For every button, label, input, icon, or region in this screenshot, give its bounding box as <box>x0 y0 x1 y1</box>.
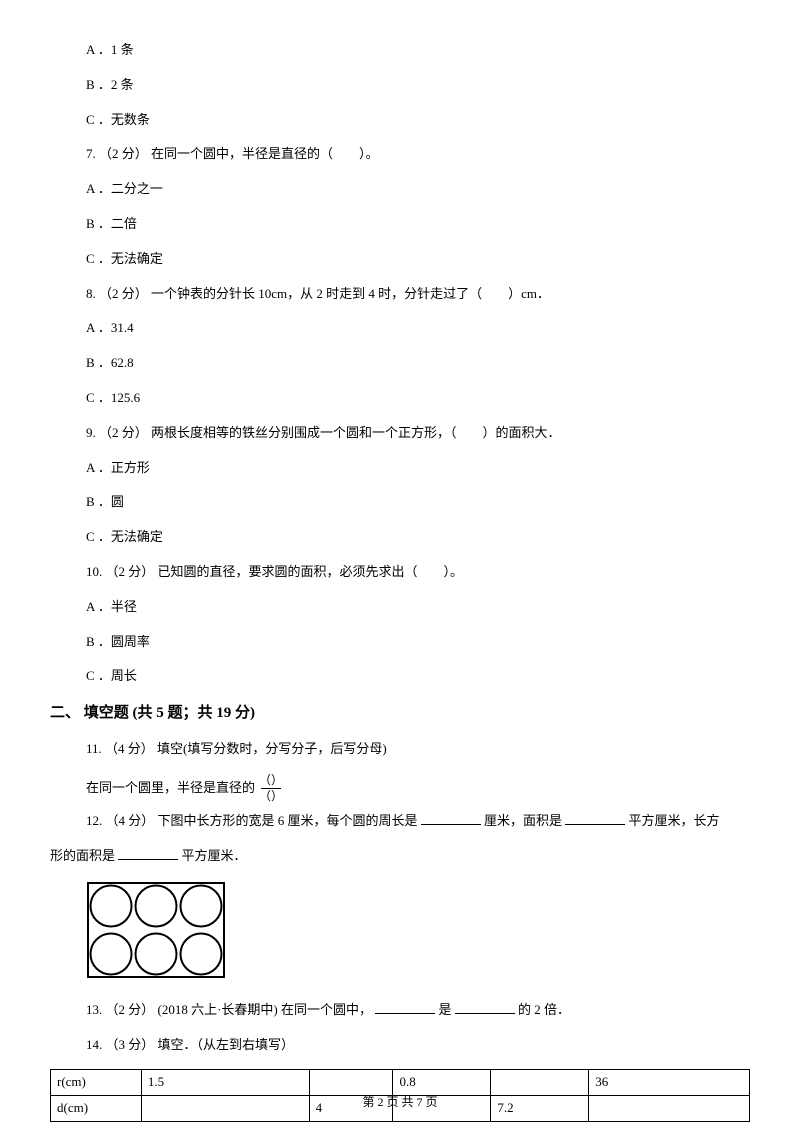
q6-option-b: B ．2 条 <box>86 75 750 96</box>
q12-line2: 形的面积是 平方厘米． <box>50 846 750 867</box>
q13-part3: 的 2 倍． <box>518 1002 570 1017</box>
q10-stem: 10. （2 分） 已知圆的直径，要求圆的面积，必须先求出（ ）。 <box>86 562 750 583</box>
q7-stem: 7. （2 分） 在同一个圆中，半径是直径的（ ）。 <box>86 144 750 165</box>
q10-option-a: A ．半径 <box>86 597 750 618</box>
cell-r5: 36 <box>589 1070 750 1096</box>
q6-option-c: C ．无数条 <box>86 110 750 131</box>
q12-part3: 平方厘米，长方 <box>629 813 720 828</box>
q14-stem: 14. （3 分） 填空．（从左到右填写） <box>86 1035 750 1056</box>
circles-figure <box>86 881 750 986</box>
q11-stem: 11. （4 分） 填空(填写分数时，分写分子，后写分母) <box>86 739 750 760</box>
q12-part4: 形的面积是 <box>50 848 115 863</box>
fraction-denominator: （） <box>259 790 283 803</box>
q13-part1: 13. （2 分） (2018 六上·长春期中) 在同一个圆中， <box>86 1002 372 1017</box>
table-row: r(cm) 1.5 0.8 36 <box>51 1070 750 1096</box>
q9-option-b: B ．圆 <box>86 492 750 513</box>
cell-r4 <box>491 1070 589 1096</box>
q12-line1: 12. （4 分） 下图中长方形的宽是 6 厘米，每个圆的周长是 厘米，面积是 … <box>86 811 750 832</box>
section-2-content: 11. （4 分） 填空(填写分数时，分写分子，后写分母) 在同一个圆里，半径是… <box>50 739 750 1055</box>
cell-r2 <box>309 1070 393 1096</box>
q6-option-a: A ．1 条 <box>86 40 750 61</box>
q8-option-c: C ．125.6 <box>86 388 750 409</box>
q12-part1: 12. （4 分） 下图中长方形的宽是 6 厘米，每个圆的周长是 <box>86 813 418 828</box>
q10-option-c: C ．周长 <box>86 666 750 687</box>
q10-option-b: B ．圆周率 <box>86 632 750 653</box>
blank-input[interactable] <box>118 846 178 860</box>
blank-input[interactable] <box>421 811 481 825</box>
blank-input[interactable] <box>565 811 625 825</box>
cell-r1: 1.5 <box>141 1070 309 1096</box>
q13-part2: 是 <box>439 1002 452 1017</box>
fraction-numerator: （） <box>259 774 283 787</box>
q11-body: 在同一个圆里，半径是直径的 （） （） <box>86 774 750 803</box>
q9-stem: 9. （2 分） 两根长度相等的铁丝分别围成一个圆和一个正方形，（ ）的面积大． <box>86 423 750 444</box>
q8-option-a: A ．31.4 <box>86 318 750 339</box>
q12-part2: 厘米，面积是 <box>484 813 562 828</box>
section-2-header: 二、 填空题 (共 5 题；共 19 分) <box>50 701 750 725</box>
blank-input[interactable] <box>375 1000 435 1014</box>
q7-option-b: B ．二倍 <box>86 214 750 235</box>
q7-option-a: A ．二分之一 <box>86 179 750 200</box>
cell-r3: 0.8 <box>393 1070 491 1096</box>
page-content: A ．1 条 B ．2 条 C ．无数条 7. （2 分） 在同一个圆中，半径是… <box>50 40 750 687</box>
page-footer: 第 2 页 共 7 页 <box>0 1093 800 1112</box>
cell-r-label: r(cm) <box>51 1070 142 1096</box>
q7-option-c: C ．无法确定 <box>86 249 750 270</box>
q11-text: 在同一个圆里，半径是直径的 <box>86 778 255 799</box>
q8-stem: 8. （2 分） 一个钟表的分针长 10cm，从 2 时走到 4 时，分针走过了… <box>86 284 750 305</box>
fraction-icon: （） （） <box>259 774 283 803</box>
q9-option-a: A ．正方形 <box>86 458 750 479</box>
q8-option-b: B ．62.8 <box>86 353 750 374</box>
q13-line: 13. （2 分） (2018 六上·长春期中) 在同一个圆中， 是 的 2 倍… <box>86 1000 750 1021</box>
blank-input[interactable] <box>455 1000 515 1014</box>
q9-option-c: C ．无法确定 <box>86 527 750 548</box>
q12-part5: 平方厘米． <box>182 848 247 863</box>
circles-svg-icon <box>86 881 226 979</box>
